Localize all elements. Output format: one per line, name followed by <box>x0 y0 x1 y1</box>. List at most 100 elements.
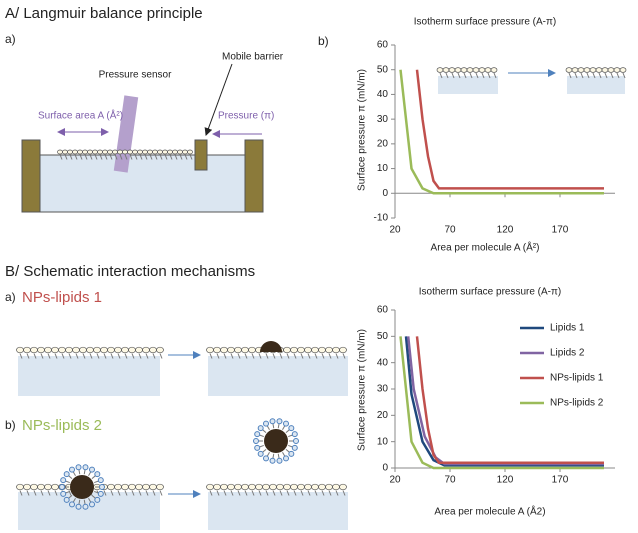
y-tick-label: 40 <box>377 89 389 100</box>
lipid-tail <box>117 490 121 496</box>
nanoparticle <box>70 475 94 499</box>
lipid-head <box>619 67 627 73</box>
lipid-tail <box>117 353 121 359</box>
lipid-tail <box>279 353 283 359</box>
lipid-tail <box>159 353 163 359</box>
y-axis-label: Surface pressure π (mN/m) <box>357 329 368 451</box>
lipid-tail <box>307 353 311 359</box>
lipid-head <box>135 483 143 491</box>
lipid-head <box>269 457 276 464</box>
lipid-head <box>62 149 68 155</box>
lipid-head <box>297 346 305 354</box>
lipid-head <box>255 483 263 491</box>
lipid-head <box>30 483 38 491</box>
lipid-head <box>297 483 305 491</box>
x-axis-label: Area per molecule A (Å²) <box>431 241 540 254</box>
lipid-tail <box>237 353 241 359</box>
lipid-head <box>107 346 115 354</box>
series-line <box>404 336 604 467</box>
lipid-tail <box>33 490 37 496</box>
label: Pressure (π) <box>218 111 274 122</box>
lipid-head <box>135 346 143 354</box>
lipid-tail <box>138 353 142 359</box>
lipid-head <box>44 483 52 491</box>
x-tick-label: 70 <box>444 475 456 486</box>
lipid-tail <box>84 154 88 160</box>
lipid-tail <box>321 490 325 496</box>
lipid-head <box>177 149 183 155</box>
lipid-head <box>121 483 129 491</box>
lipid-tail <box>265 490 269 496</box>
lipid-tail <box>314 490 318 496</box>
lipid-head <box>601 67 609 73</box>
lipid-tail <box>209 353 213 359</box>
x-tick-label: 170 <box>552 225 569 236</box>
panel-name: NPs-lipids 2 <box>22 417 102 434</box>
lipid-head <box>288 425 295 432</box>
lipid-tail <box>328 353 332 359</box>
lipid-tail <box>68 353 72 359</box>
lipid-head <box>290 483 298 491</box>
lipid-head <box>142 149 148 155</box>
lipid-head <box>227 483 235 491</box>
lipid-tail <box>328 490 332 496</box>
lipid-head <box>60 477 67 484</box>
lipid-head <box>595 67 603 73</box>
lipid-head <box>82 464 89 471</box>
lipid-head <box>283 346 291 354</box>
lipid-head <box>269 418 276 425</box>
lipid-tail <box>251 490 255 496</box>
lipid-tail <box>124 154 128 160</box>
trough <box>21 95 264 213</box>
lipid-tail <box>154 154 158 160</box>
lipid-head <box>30 346 38 354</box>
lipid-tail <box>580 72 584 79</box>
label: Mobile barrier <box>222 52 284 63</box>
label: Surface area A (Å²) <box>38 109 123 122</box>
lipid-tail <box>314 353 318 359</box>
lipid-head <box>152 149 158 155</box>
lipid-head <box>206 483 214 491</box>
lipid-tail <box>616 72 620 79</box>
lipid-tail <box>33 353 37 359</box>
lipid-head <box>290 346 298 354</box>
lipid-head <box>167 149 173 155</box>
chart-title: Isotherm surface pressure (A-π) <box>419 287 562 298</box>
lipid-tail <box>26 490 30 496</box>
lipid-head <box>241 346 249 354</box>
lipid-head <box>89 466 95 473</box>
lipid-head <box>97 477 104 484</box>
lipid-tail <box>223 353 227 359</box>
lipid-tail <box>159 490 163 496</box>
legend-label: Lipids 1 <box>550 323 585 334</box>
lipid-tail <box>487 72 491 79</box>
lipid-head <box>288 450 295 457</box>
lipid-head <box>142 483 150 491</box>
section-title: A/ Langmuir balance principle <box>5 5 203 22</box>
lipid-tail <box>99 154 103 160</box>
lipid-tail <box>26 353 30 359</box>
lipid-tail <box>64 154 68 160</box>
lipid-head <box>436 67 444 73</box>
lipid-tail <box>258 490 262 496</box>
lipid-head <box>253 438 259 444</box>
lipid-head <box>65 346 73 354</box>
x-tick-label: 120 <box>497 225 514 236</box>
x-tick-label: 20 <box>389 225 401 236</box>
lipid-head <box>304 346 312 354</box>
y-tick-label: 30 <box>377 114 389 125</box>
lipid-head <box>325 346 333 354</box>
lipid-tail <box>139 154 143 160</box>
lipid-head <box>213 483 221 491</box>
lipid-tail <box>138 490 142 496</box>
lipid-head <box>112 149 118 155</box>
lipid-tail <box>251 353 255 359</box>
nanoparticle <box>264 429 288 453</box>
panel-label: b) <box>5 418 16 432</box>
lipid-tail <box>604 72 608 79</box>
lipid-tail <box>109 154 113 160</box>
lipid-head <box>454 67 462 73</box>
lipid-head <box>293 438 299 444</box>
lipid-tail <box>469 72 473 79</box>
chart-title: Isotherm surface pressure (A-π) <box>414 17 557 28</box>
